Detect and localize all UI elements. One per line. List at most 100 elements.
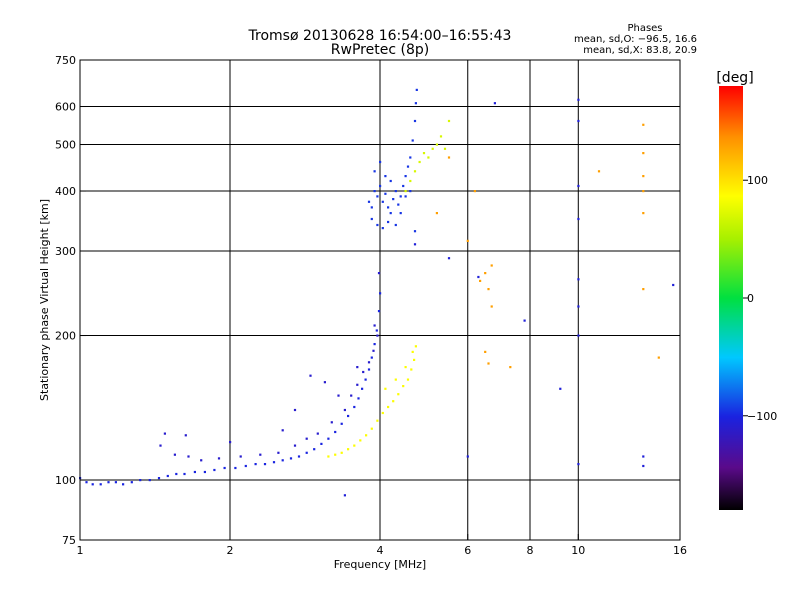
data-point	[193, 470, 196, 474]
data-point	[411, 139, 414, 142]
data-point	[642, 455, 645, 458]
data-point	[323, 381, 326, 384]
data-point	[362, 370, 365, 374]
data-point	[559, 387, 562, 390]
data-point	[159, 444, 162, 447]
data-point	[373, 170, 376, 173]
data-point	[577, 278, 580, 281]
data-point	[367, 361, 371, 364]
data-point	[642, 464, 645, 468]
data-point	[375, 329, 378, 332]
data-point	[418, 160, 421, 164]
data-point	[330, 421, 333, 424]
data-point	[397, 203, 400, 206]
data-point	[577, 305, 580, 308]
data-point	[642, 123, 645, 126]
data-point	[387, 206, 390, 209]
data-point	[409, 190, 412, 193]
data-point	[305, 451, 308, 454]
x-axis-ticks: 1 2 4 6 8 10 16	[77, 534, 687, 557]
x-tick-label: 4	[377, 544, 384, 557]
data-point	[394, 190, 397, 193]
data-point	[409, 156, 412, 159]
data-point	[484, 350, 487, 353]
data-point	[477, 275, 480, 279]
data-point	[473, 190, 476, 193]
data-point	[427, 156, 430, 159]
data-point	[316, 432, 319, 435]
grid-lines	[80, 60, 680, 540]
data-point	[443, 147, 447, 150]
data-point	[281, 459, 284, 462]
data-point	[372, 349, 375, 352]
data-point	[356, 383, 359, 386]
data-point	[293, 444, 297, 447]
colorbar-tick-label: 100	[747, 174, 768, 187]
y-tick-label: 100	[55, 474, 76, 487]
data-point	[373, 190, 376, 193]
data-point	[370, 427, 373, 430]
data-point	[166, 474, 169, 478]
data-point	[334, 453, 337, 456]
data-point	[327, 455, 330, 458]
data-point	[642, 212, 645, 215]
data-point	[175, 472, 178, 476]
data-point	[384, 175, 387, 178]
x-tick-label: 6	[464, 544, 471, 557]
y-tick-label: 750	[55, 54, 76, 67]
data-point	[410, 368, 413, 371]
colorbar-tick-label: 0	[747, 292, 754, 305]
colorbar	[719, 86, 743, 510]
data-point	[577, 217, 580, 221]
data-point	[277, 451, 280, 454]
colorbar-label: [deg]	[716, 70, 753, 86]
data-point	[597, 170, 601, 173]
data-point	[384, 192, 387, 195]
data-point	[392, 400, 395, 403]
data-point	[367, 368, 371, 371]
data-point	[183, 472, 186, 476]
data-point	[523, 319, 526, 322]
data-point	[379, 292, 382, 295]
data-point	[484, 272, 487, 275]
data-point	[122, 483, 125, 486]
data-point	[381, 200, 384, 203]
data-point	[343, 494, 346, 497]
x-tick-label: 1	[77, 544, 84, 557]
data-point	[397, 393, 400, 396]
data-point	[327, 437, 330, 440]
data-point	[577, 184, 580, 188]
data-point	[406, 165, 410, 168]
data-point	[99, 483, 102, 486]
data-point	[309, 374, 312, 377]
data-point	[107, 481, 110, 484]
data-point	[399, 212, 402, 215]
data-point	[359, 439, 362, 442]
y-tick-label: 400	[55, 185, 76, 198]
data-point	[577, 334, 580, 337]
data-point	[435, 143, 438, 146]
x-tick-label: 16	[673, 544, 687, 557]
data-point	[347, 448, 350, 451]
data-point	[217, 457, 221, 460]
chart-title: Tromsø 20130628 16:54:00–16:55:43	[248, 28, 512, 44]
data-point	[479, 279, 482, 282]
data-point	[376, 334, 379, 337]
data-point	[399, 195, 402, 198]
data-point	[376, 419, 379, 422]
data-point	[281, 429, 284, 432]
data-point	[394, 378, 397, 381]
data-point	[367, 200, 371, 203]
data-point	[387, 405, 390, 409]
data-point	[404, 190, 407, 193]
data-point	[364, 378, 367, 381]
data-point	[163, 432, 166, 435]
data-point	[370, 356, 373, 359]
data-point	[381, 227, 384, 230]
data-point	[493, 102, 496, 105]
data-point	[402, 385, 405, 388]
data-point	[361, 387, 364, 390]
data-point	[413, 170, 417, 173]
data-point	[447, 257, 451, 260]
